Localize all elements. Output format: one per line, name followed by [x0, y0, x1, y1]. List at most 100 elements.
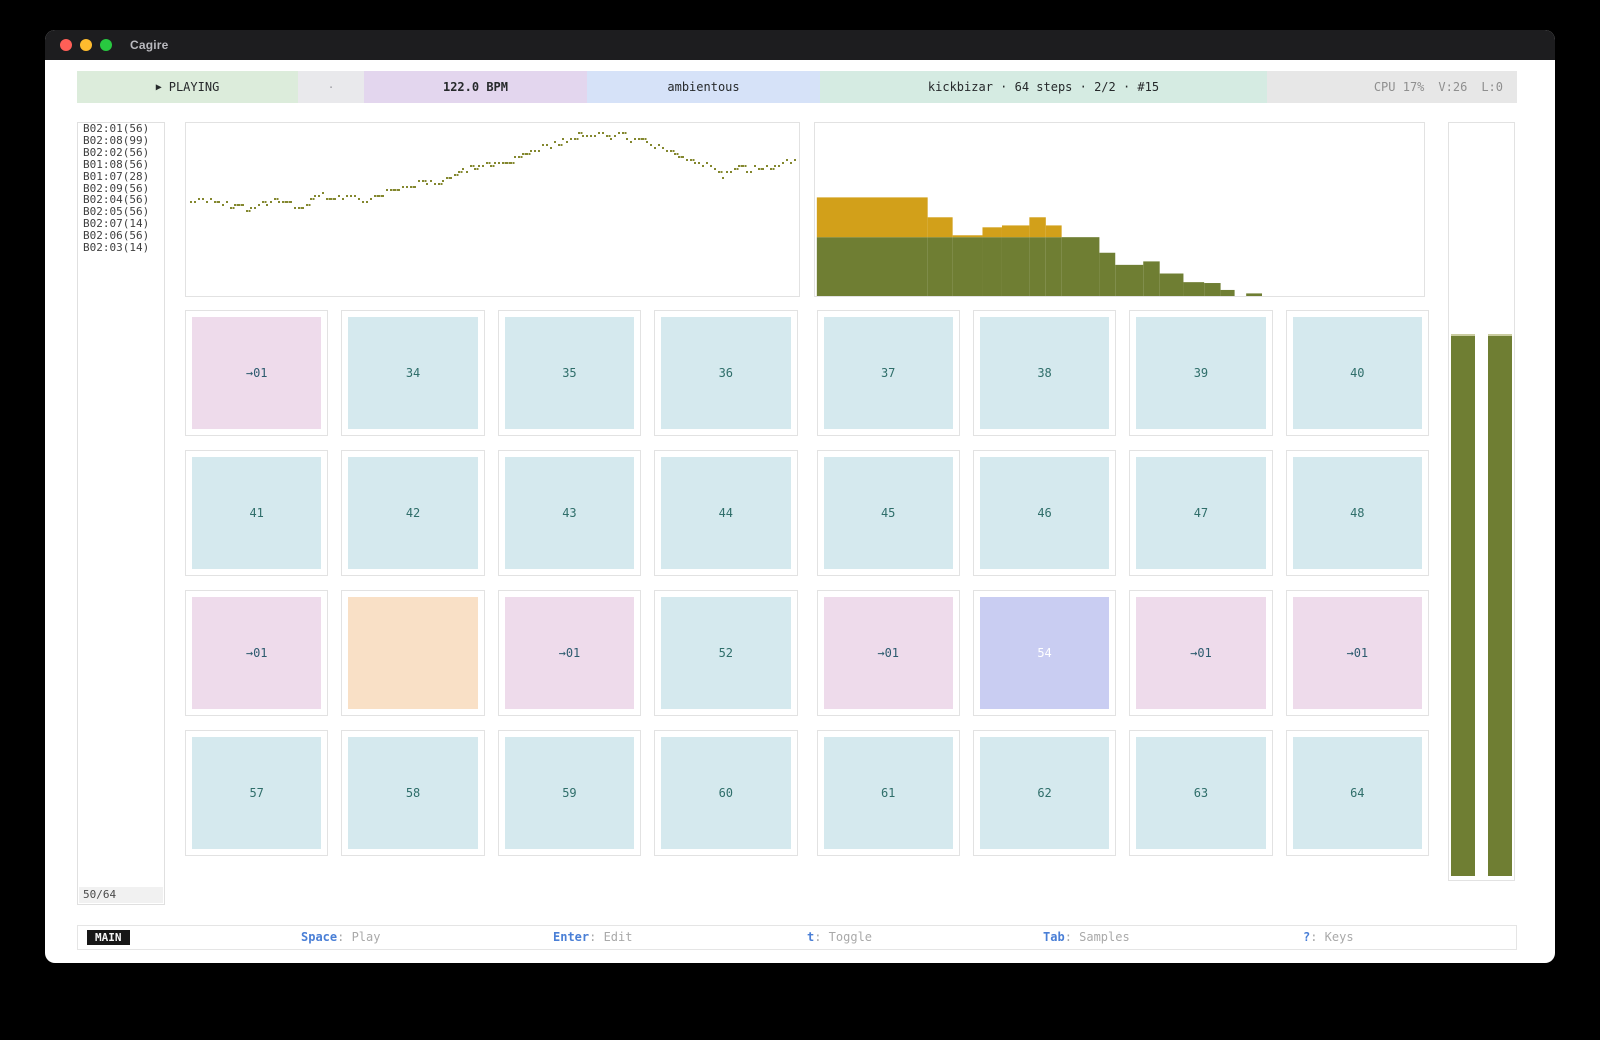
play-icon: ▶: [155, 81, 162, 93]
sample-list: B02:01(56) B02:08(99) B02:02(56) B01:08(56)…: [78, 123, 164, 254]
minimize-button[interactable]: [80, 39, 92, 51]
sample-histogram-chart: [816, 197, 1263, 296]
grid-cell[interactable]: →01: [185, 590, 329, 716]
title-bar: Cagire: [45, 30, 1555, 60]
grid-cell[interactable]: 59: [497, 730, 642, 856]
grid-cell[interactable]: 46: [972, 450, 1117, 576]
grid-cell[interactable]: 58: [341, 730, 485, 856]
sample-list-item[interactable]: B01:08(56): [83, 157, 150, 171]
grid-cell-label: →01: [504, 597, 635, 709]
pattern-info[interactable]: kickbizar · 64 steps · 2/2 · #15: [820, 71, 1267, 103]
grid-cell[interactable]: 37: [816, 310, 960, 436]
grid-cell-label: [348, 597, 478, 709]
status-hint-label: : Play: [337, 930, 381, 944]
grid-cell[interactable]: →01: [1129, 590, 1273, 716]
sample-histogram-panel: [814, 122, 1425, 297]
grid-cell[interactable]: →01: [497, 590, 642, 716]
grid-cell-label: 54: [979, 597, 1110, 709]
grid-cell[interactable]: 52: [654, 590, 798, 716]
sample-list-item[interactable]: B02:08(99): [83, 133, 150, 147]
app-window: Cagire ▶ PLAYING · 122.0 BPM ambientous …: [45, 30, 1555, 963]
grid-cell[interactable]: 47: [1129, 450, 1273, 576]
transport-label: PLAYING: [168, 80, 220, 94]
status-bar: MAIN Space: Play Enter: Edit t: Toggle Tab:…: [77, 925, 1517, 950]
sample-list-item[interactable]: B02:09(56): [83, 181, 150, 195]
grid-cell-label: 52: [661, 597, 791, 709]
sample-list-item[interactable]: B02:02(56): [83, 145, 150, 159]
grid-cell[interactable]: 48: [1285, 450, 1429, 576]
grid-cell-label: 36: [661, 317, 791, 429]
grid-cell[interactable]: 62: [972, 730, 1117, 856]
grid-cell-label: 47: [1136, 457, 1266, 569]
grid-cell[interactable]: →01: [1285, 590, 1429, 716]
status-hint-key: Tab: [1043, 930, 1065, 944]
grid-cell-label: 35: [504, 317, 635, 429]
grid-cell[interactable]: 64: [1285, 730, 1429, 856]
grid-cell-label: 39: [1136, 317, 1266, 429]
grid-cell-label: 63: [1136, 737, 1266, 849]
grid-cell-label: 59: [504, 737, 635, 849]
grid-cell[interactable]: 43: [497, 450, 642, 576]
grid-cell-label: 42: [348, 457, 478, 569]
pattern-curve-chart: [190, 132, 796, 212]
status-hint: Space: Play: [301, 930, 380, 944]
status-hint-label: : Keys: [1310, 930, 1354, 944]
grid-cell[interactable]: 42: [341, 450, 485, 576]
grid-cell-label: 38: [979, 317, 1110, 429]
sample-list-item[interactable]: B02:05(56): [83, 205, 150, 219]
grid-cell[interactable]: 40: [1285, 310, 1429, 436]
grid-cell[interactable]: [341, 590, 485, 716]
step-grid: →01 34 35 36 37 38 39 40 41 42 43 44 45 46 47 48 →01 →01 5…: [185, 310, 1429, 856]
bpm-display[interactable]: 122.0 BPM: [364, 71, 587, 103]
grid-cell[interactable]: →01: [816, 590, 960, 716]
sample-list-item[interactable]: B02:04(56): [83, 193, 150, 207]
voices-stat: V:26: [1438, 80, 1468, 94]
sample-list-item[interactable]: B01:07(28): [83, 169, 150, 183]
zoom-button[interactable]: [100, 39, 112, 51]
grid-cell[interactable]: 60: [654, 730, 798, 856]
record-indicator: ·: [298, 71, 364, 103]
pack-name[interactable]: ambientous: [587, 71, 820, 103]
grid-cell[interactable]: 54: [972, 590, 1117, 716]
sample-list-item[interactable]: B02:06(56): [83, 229, 150, 243]
mode-badge: MAIN: [87, 930, 130, 945]
grid-row: →01 →01 52 →01 54 →01 →01: [185, 590, 1429, 716]
grid-cell[interactable]: 61: [816, 730, 960, 856]
sample-list-item[interactable]: B02:01(56): [83, 122, 150, 135]
status-hint-key: Enter: [553, 930, 590, 944]
grid-cell-label: 37: [823, 317, 953, 429]
grid-cell[interactable]: 45: [816, 450, 960, 576]
grid-cell[interactable]: 38: [972, 310, 1117, 436]
grid-cell[interactable]: 35: [497, 310, 642, 436]
grid-cell-label: 60: [661, 737, 791, 849]
close-button[interactable]: [60, 39, 72, 51]
status-hint: Tab: Samples: [1043, 930, 1130, 944]
grid-cell-label: 57: [192, 737, 322, 849]
status-hint-key: t: [807, 930, 815, 944]
grid-cell[interactable]: 34: [341, 310, 485, 436]
grid-cell-label: 40: [1292, 317, 1422, 429]
sample-list-item[interactable]: B02:07(14): [83, 217, 150, 231]
grid-cell[interactable]: 57: [185, 730, 329, 856]
status-hint: ?: Keys: [1303, 930, 1354, 944]
grid-cell-label: →01: [1136, 597, 1266, 709]
grid-cell[interactable]: 39: [1129, 310, 1273, 436]
grid-cell-label: →01: [192, 317, 322, 429]
transport-status[interactable]: ▶ PLAYING: [77, 71, 298, 103]
grid-row: 41 42 43 44 45 46 47 48: [185, 450, 1429, 576]
grid-cell-label: 48: [1292, 457, 1422, 569]
pattern-label: kickbizar · 64 steps · 2/2 · #15: [927, 80, 1160, 94]
grid-cell-label: →01: [823, 597, 953, 709]
grid-cell[interactable]: 41: [185, 450, 329, 576]
sample-list-item[interactable]: B02:03(14): [83, 241, 150, 255]
grid-cell[interactable]: 44: [654, 450, 798, 576]
level-meter-bar: [1488, 333, 1512, 876]
status-hint-label: : Edit: [589, 930, 633, 944]
grid-cell[interactable]: →01: [185, 310, 329, 436]
status-hint: t: Toggle: [807, 930, 872, 944]
status-hint: Enter: Edit: [553, 930, 632, 944]
grid-cell[interactable]: 36: [654, 310, 798, 436]
grid-cell[interactable]: 63: [1129, 730, 1273, 856]
pattern-curve-panel: [185, 122, 800, 297]
grid-cell-label: 61: [823, 737, 953, 849]
